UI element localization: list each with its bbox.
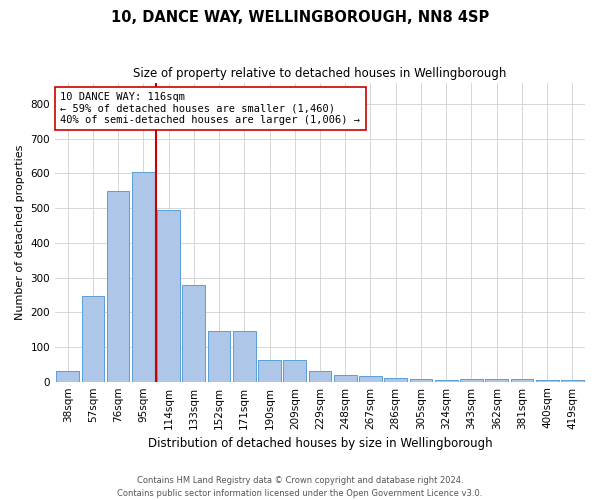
Bar [561,380,584,382]
Bar [233,330,256,382]
Bar [460,379,483,382]
Bar [283,360,306,382]
Bar [536,380,559,382]
Bar [258,360,281,382]
Bar [82,296,104,382]
Bar [511,379,533,382]
Text: 10 DANCE WAY: 116sqm
← 59% of detached houses are smaller (1,460)
40% of semi-de: 10 DANCE WAY: 116sqm ← 59% of detached h… [61,92,361,125]
X-axis label: Distribution of detached houses by size in Wellingborough: Distribution of detached houses by size … [148,437,493,450]
Bar [385,378,407,382]
Bar [157,210,180,382]
Title: Size of property relative to detached houses in Wellingborough: Size of property relative to detached ho… [133,68,507,80]
Text: Contains HM Land Registry data © Crown copyright and database right 2024.
Contai: Contains HM Land Registry data © Crown c… [118,476,482,498]
Text: 10, DANCE WAY, WELLINGBOROUGH, NN8 4SP: 10, DANCE WAY, WELLINGBOROUGH, NN8 4SP [111,10,489,25]
Bar [334,376,356,382]
Bar [435,380,458,382]
Bar [410,379,433,382]
Bar [182,286,205,382]
Bar [308,372,331,382]
Bar [359,376,382,382]
Bar [107,192,130,382]
Y-axis label: Number of detached properties: Number of detached properties [15,144,25,320]
Bar [485,379,508,382]
Bar [132,172,155,382]
Bar [56,370,79,382]
Bar [208,330,230,382]
